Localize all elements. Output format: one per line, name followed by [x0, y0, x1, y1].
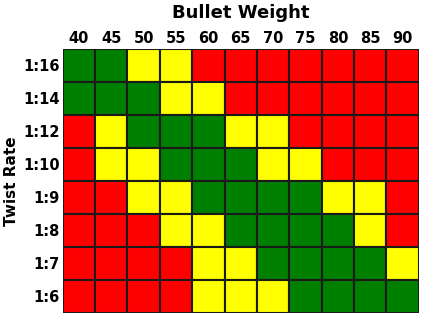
FancyBboxPatch shape: [322, 82, 354, 115]
FancyBboxPatch shape: [63, 214, 95, 247]
Title: Bullet Weight: Bullet Weight: [172, 4, 310, 22]
FancyBboxPatch shape: [160, 115, 192, 148]
FancyBboxPatch shape: [192, 181, 225, 214]
FancyBboxPatch shape: [387, 148, 419, 181]
FancyBboxPatch shape: [289, 148, 322, 181]
FancyBboxPatch shape: [63, 280, 95, 313]
FancyBboxPatch shape: [289, 181, 322, 214]
Y-axis label: Twist Rate: Twist Rate: [4, 136, 19, 226]
FancyBboxPatch shape: [63, 181, 95, 214]
FancyBboxPatch shape: [354, 82, 387, 115]
FancyBboxPatch shape: [127, 214, 160, 247]
FancyBboxPatch shape: [225, 82, 257, 115]
FancyBboxPatch shape: [127, 49, 160, 82]
FancyBboxPatch shape: [192, 247, 225, 280]
FancyBboxPatch shape: [225, 214, 257, 247]
FancyBboxPatch shape: [387, 115, 419, 148]
FancyBboxPatch shape: [387, 49, 419, 82]
FancyBboxPatch shape: [127, 148, 160, 181]
FancyBboxPatch shape: [225, 148, 257, 181]
FancyBboxPatch shape: [257, 49, 289, 82]
FancyBboxPatch shape: [322, 280, 354, 313]
FancyBboxPatch shape: [387, 82, 419, 115]
FancyBboxPatch shape: [387, 214, 419, 247]
FancyBboxPatch shape: [289, 49, 322, 82]
FancyBboxPatch shape: [289, 82, 322, 115]
FancyBboxPatch shape: [354, 214, 387, 247]
FancyBboxPatch shape: [95, 214, 127, 247]
FancyBboxPatch shape: [160, 280, 192, 313]
FancyBboxPatch shape: [322, 214, 354, 247]
FancyBboxPatch shape: [225, 115, 257, 148]
FancyBboxPatch shape: [192, 115, 225, 148]
FancyBboxPatch shape: [160, 49, 192, 82]
FancyBboxPatch shape: [289, 214, 322, 247]
FancyBboxPatch shape: [127, 247, 160, 280]
FancyBboxPatch shape: [257, 115, 289, 148]
FancyBboxPatch shape: [95, 247, 127, 280]
FancyBboxPatch shape: [225, 181, 257, 214]
FancyBboxPatch shape: [192, 49, 225, 82]
FancyBboxPatch shape: [322, 49, 354, 82]
FancyBboxPatch shape: [63, 115, 95, 148]
FancyBboxPatch shape: [160, 82, 192, 115]
FancyBboxPatch shape: [257, 280, 289, 313]
FancyBboxPatch shape: [354, 115, 387, 148]
FancyBboxPatch shape: [160, 214, 192, 247]
FancyBboxPatch shape: [192, 148, 225, 181]
FancyBboxPatch shape: [127, 181, 160, 214]
FancyBboxPatch shape: [257, 214, 289, 247]
FancyBboxPatch shape: [95, 280, 127, 313]
FancyBboxPatch shape: [354, 280, 387, 313]
FancyBboxPatch shape: [289, 280, 322, 313]
FancyBboxPatch shape: [192, 280, 225, 313]
FancyBboxPatch shape: [95, 49, 127, 82]
FancyBboxPatch shape: [387, 280, 419, 313]
FancyBboxPatch shape: [354, 181, 387, 214]
FancyBboxPatch shape: [160, 247, 192, 280]
FancyBboxPatch shape: [63, 148, 95, 181]
FancyBboxPatch shape: [192, 82, 225, 115]
FancyBboxPatch shape: [257, 148, 289, 181]
FancyBboxPatch shape: [127, 115, 160, 148]
FancyBboxPatch shape: [387, 181, 419, 214]
FancyBboxPatch shape: [63, 82, 95, 115]
FancyBboxPatch shape: [322, 115, 354, 148]
FancyBboxPatch shape: [387, 247, 419, 280]
FancyBboxPatch shape: [63, 247, 95, 280]
FancyBboxPatch shape: [257, 181, 289, 214]
FancyBboxPatch shape: [289, 247, 322, 280]
FancyBboxPatch shape: [63, 49, 95, 82]
FancyBboxPatch shape: [354, 148, 387, 181]
FancyBboxPatch shape: [225, 49, 257, 82]
FancyBboxPatch shape: [95, 82, 127, 115]
FancyBboxPatch shape: [257, 247, 289, 280]
FancyBboxPatch shape: [257, 82, 289, 115]
FancyBboxPatch shape: [322, 247, 354, 280]
FancyBboxPatch shape: [225, 280, 257, 313]
FancyBboxPatch shape: [354, 247, 387, 280]
FancyBboxPatch shape: [322, 181, 354, 214]
FancyBboxPatch shape: [160, 181, 192, 214]
FancyBboxPatch shape: [95, 181, 127, 214]
FancyBboxPatch shape: [322, 148, 354, 181]
FancyBboxPatch shape: [95, 115, 127, 148]
FancyBboxPatch shape: [127, 280, 160, 313]
FancyBboxPatch shape: [192, 214, 225, 247]
FancyBboxPatch shape: [354, 49, 387, 82]
FancyBboxPatch shape: [225, 247, 257, 280]
FancyBboxPatch shape: [95, 148, 127, 181]
FancyBboxPatch shape: [160, 148, 192, 181]
FancyBboxPatch shape: [289, 115, 322, 148]
FancyBboxPatch shape: [127, 82, 160, 115]
